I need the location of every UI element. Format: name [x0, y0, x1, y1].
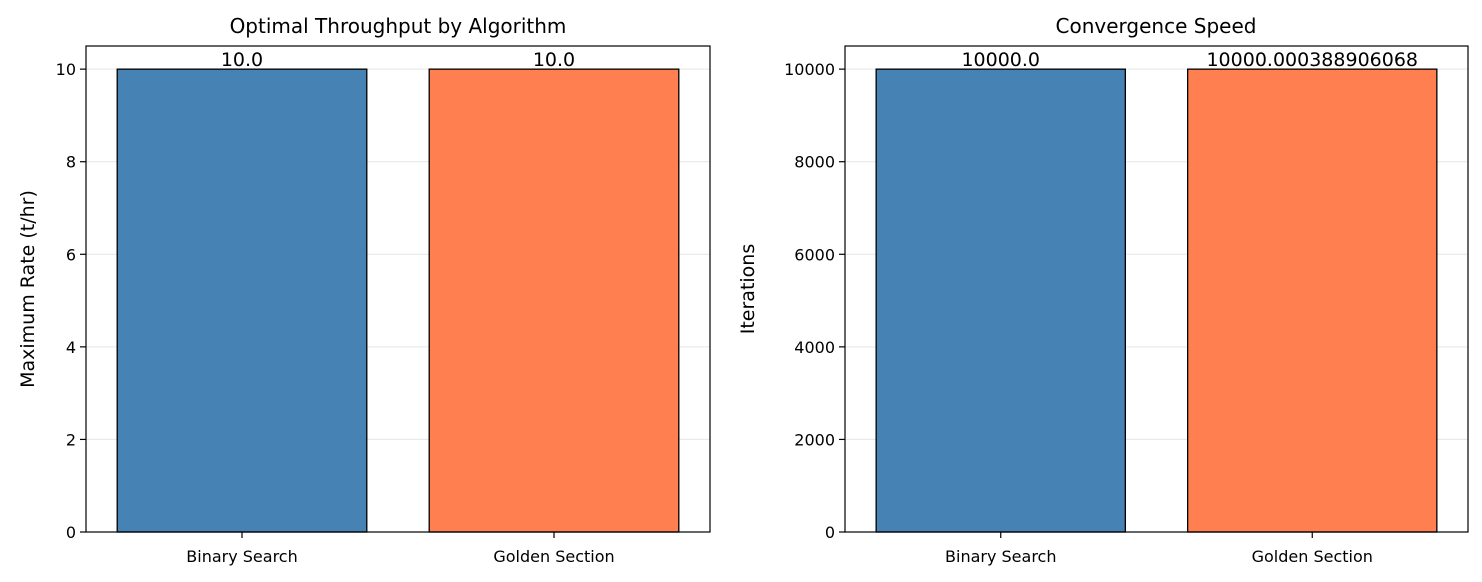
chart-panel-convergence: Convergence Speed Iterations 10000.0 1000… [737, 14, 1469, 566]
y-tick-label: 4000 [794, 338, 835, 357]
bar-golden-section [1187, 68, 1438, 533]
y-tick-label: 10 [56, 60, 76, 79]
y-axis-label: Maximum Rate (t/hr) [17, 190, 39, 388]
bar-binary-search [875, 68, 1127, 533]
x-tick-label: Binary Search [186, 547, 297, 566]
bars [116, 68, 680, 533]
bars [875, 68, 1438, 533]
y-tick-label: 6 [66, 245, 76, 264]
bar-value-labels: 10000.0 10000.000388906068 [961, 49, 1418, 71]
bar-binary-search [116, 68, 368, 533]
y-axis-ticks: 0 2000 4000 6000 8000 10000 [784, 60, 845, 542]
bar-value-label: 10000.0 [961, 49, 1040, 71]
y-axis-label: Iterations [737, 244, 759, 335]
x-axis-ticks: Binary Search Golden Section [945, 532, 1373, 566]
bar-value-label: 10000.000388906068 [1206, 49, 1418, 71]
bar-golden-section [428, 68, 680, 533]
bar-value-label: 10.0 [221, 49, 263, 71]
y-tick-label: 8000 [794, 153, 835, 172]
y-tick-label: 2000 [794, 430, 835, 449]
y-tick-label: 0 [66, 523, 76, 542]
bar-value-label: 10.0 [533, 49, 575, 71]
chart-panel-throughput: Optimal Throughput by Algorithm Maximum … [17, 14, 711, 566]
y-axis-ticks: 0 2 4 6 8 10 [56, 60, 86, 542]
plot-frame [844, 45, 1469, 533]
plot-frame [85, 45, 711, 533]
chart-title: Convergence Speed [1056, 14, 1257, 38]
x-axis-ticks: Binary Search Golden Section [186, 532, 615, 566]
y-tick-label: 6000 [794, 245, 835, 264]
y-tick-label: 2 [66, 430, 76, 449]
chart-title: Optimal Throughput by Algorithm [230, 14, 567, 38]
y-tick-label: 10000 [784, 60, 835, 79]
y-tick-label: 0 [825, 523, 835, 542]
x-tick-label: Golden Section [1252, 547, 1373, 566]
y-tick-label: 4 [66, 338, 76, 357]
x-tick-label: Golden Section [493, 547, 614, 566]
x-tick-label: Binary Search [945, 547, 1056, 566]
y-tick-label: 8 [66, 153, 76, 172]
bar-value-labels: 10.0 10.0 [221, 49, 575, 71]
